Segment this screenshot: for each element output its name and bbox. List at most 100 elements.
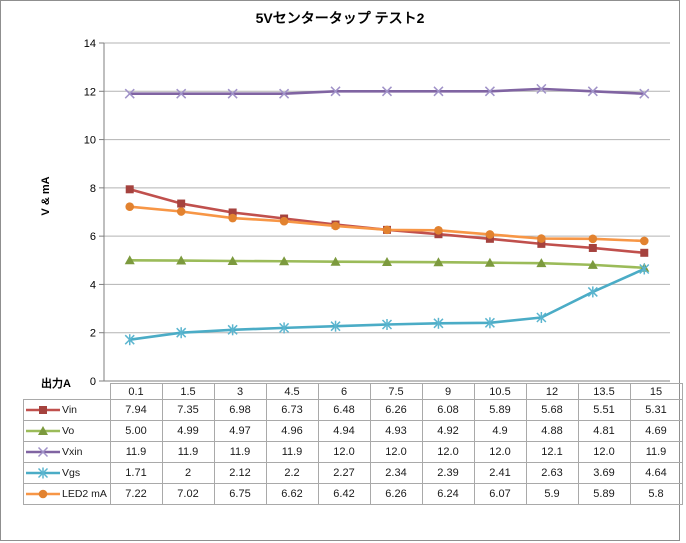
- table-cell: 4.99: [161, 420, 215, 442]
- legend-label: Vgs: [62, 467, 81, 479]
- y-tick-label: 0: [90, 376, 96, 388]
- plot-area: 0 2 4 6 8 10 12 14: [84, 38, 670, 388]
- table-cell: 11.9: [213, 441, 267, 463]
- series-marker-vgs: [639, 263, 650, 275]
- table-cell: 5.68: [525, 399, 579, 421]
- table-cell: 6.26: [369, 399, 423, 421]
- table-cell: 4.88: [525, 420, 579, 442]
- table-row-vxin: Vxin 11.9 11.9 11.9 11.9 12.0 12.0 12.0 12.0 12.1…: [23, 441, 683, 463]
- y-tick-label: 14: [84, 38, 96, 50]
- series-marker-vxin: [227, 88, 238, 99]
- table-cell: 5.9: [525, 483, 579, 505]
- series-marker-vxin: [330, 86, 341, 97]
- table-cell: 4.81: [577, 420, 631, 442]
- series-marker-vxin: [587, 86, 598, 97]
- table-row-led2-ma: LED2 mA 7.22 7.02 6.75 6.62 6.42 6.26 6.24 6.07 5…: [23, 483, 683, 505]
- series-marker-vgs: [433, 317, 444, 329]
- table-cell: 2.34: [369, 462, 423, 484]
- table-cell: 5.8: [629, 483, 683, 505]
- legend-label: LED2 mA: [62, 488, 107, 500]
- y-tick-label: 12: [84, 86, 96, 98]
- table-col-header: 4.5: [265, 383, 319, 400]
- circle-legend-key-icon: [26, 489, 60, 499]
- legend-key-marker: [38, 426, 48, 435]
- series-marker-vin: [177, 199, 186, 208]
- table-cell: 5.89: [473, 399, 527, 421]
- series-marker-vxin: [124, 88, 135, 99]
- asterisk-legend-key-icon: [26, 467, 60, 479]
- table-cell: 2.39: [421, 462, 475, 484]
- legend-key-marker: [39, 406, 47, 414]
- table-cell: 12.0: [473, 441, 527, 463]
- table-cell: 12.0: [421, 441, 475, 463]
- series-marker-vgs: [330, 320, 341, 332]
- series-marker-vo: [484, 257, 495, 267]
- table-cell: 7.02: [161, 483, 215, 505]
- table-cell: 2.63: [525, 462, 579, 484]
- series-marker-vxin: [279, 88, 290, 99]
- table-cell: 4.96: [265, 420, 319, 442]
- table-col-header: 15: [629, 383, 683, 400]
- series-marker-led2-ma: [382, 225, 392, 235]
- table-cell: 5.00: [109, 420, 163, 442]
- legend-cell: LED2 mA: [23, 483, 111, 505]
- table-row-vo: Vo 5.00 4.99 4.97 4.96 4.94 4.93 4.92 4.9 4.88 4.8…: [23, 420, 683, 442]
- y-tick-label: 8: [90, 183, 96, 195]
- series-marker-vin: [640, 248, 649, 257]
- series-marker-vgs: [381, 319, 393, 331]
- table-row-vin: Vin 7.94 7.35 6.98 6.73 6.48 6.26 6.08 5.89 5.68 5…: [23, 399, 683, 421]
- table-cell: 2.41: [473, 462, 527, 484]
- table-cell: 7.94: [109, 399, 163, 421]
- series-marker-vo: [587, 259, 598, 269]
- table-cell: 6.24: [421, 483, 475, 505]
- table-cell: 1.71: [109, 462, 163, 484]
- series-marker-led2-ma: [537, 234, 546, 243]
- series-marker-led2-ma: [588, 234, 598, 244]
- table-cell: 4.9: [473, 420, 527, 442]
- legend-cell: Vo: [23, 420, 111, 442]
- data-table: 0.1 1.5 3 4.5 6 7.5 9 10.5 12 13.5 15 Vin 7.94 7.35 6…: [23, 383, 683, 505]
- table-cell: 4.92: [421, 420, 475, 442]
- series-marker-vxin: [381, 86, 393, 97]
- table-cell: 12.0: [317, 441, 371, 463]
- table-cell: 5.89: [577, 483, 631, 505]
- table-cell: 6.42: [317, 483, 371, 505]
- series-marker-vgs: [587, 286, 598, 298]
- series-marker-vin: [125, 185, 134, 194]
- series-marker-vo: [536, 258, 547, 268]
- table-cell: 4.93: [369, 420, 423, 442]
- table-col-header: 6: [317, 383, 371, 400]
- legend-cell: Vxin: [23, 441, 111, 463]
- y-tick-label: 6: [90, 231, 96, 243]
- table-col-header: 9: [421, 383, 475, 400]
- table-cell: 3.69: [577, 462, 631, 484]
- legend-key-marker: [37, 467, 49, 479]
- data-table-header: 0.1 1.5 3 4.5 6 7.5 9 10.5 12 13.5 15: [24, 383, 683, 400]
- table-cell: 5.51: [577, 399, 631, 421]
- series-marker-vo: [279, 256, 290, 266]
- legend-label: Vin: [62, 404, 77, 416]
- series-marker-vin: [485, 234, 494, 243]
- table-cell: 11.9: [629, 441, 683, 463]
- table-cell: 4.69: [629, 420, 683, 442]
- table-cell: 6.08: [421, 399, 475, 421]
- y-tick-label: 4: [90, 279, 96, 291]
- series-marker-vo: [124, 255, 135, 265]
- table-col-header: 7.5: [369, 383, 423, 400]
- table-cell: 2.2: [265, 462, 319, 484]
- y-tick-label: 2: [90, 328, 96, 340]
- triangle-legend-key-icon: [26, 426, 60, 435]
- series-marker-led2-ma: [434, 226, 443, 235]
- series-line-vin: [128, 188, 646, 255]
- series-marker-led2-ma: [228, 213, 237, 223]
- table-cell: 6.75: [213, 483, 267, 505]
- legend-cell: Vin: [23, 399, 111, 421]
- table-cell: 11.9: [109, 441, 163, 463]
- table-corner-cell: [24, 384, 111, 400]
- series-marker-vin: [537, 239, 546, 248]
- table-cell: 7.22: [109, 483, 163, 505]
- x-axis-unit-label: 出力A: [41, 378, 71, 390]
- series-marker-vxin: [484, 86, 495, 97]
- series-marker-vxin: [536, 83, 547, 94]
